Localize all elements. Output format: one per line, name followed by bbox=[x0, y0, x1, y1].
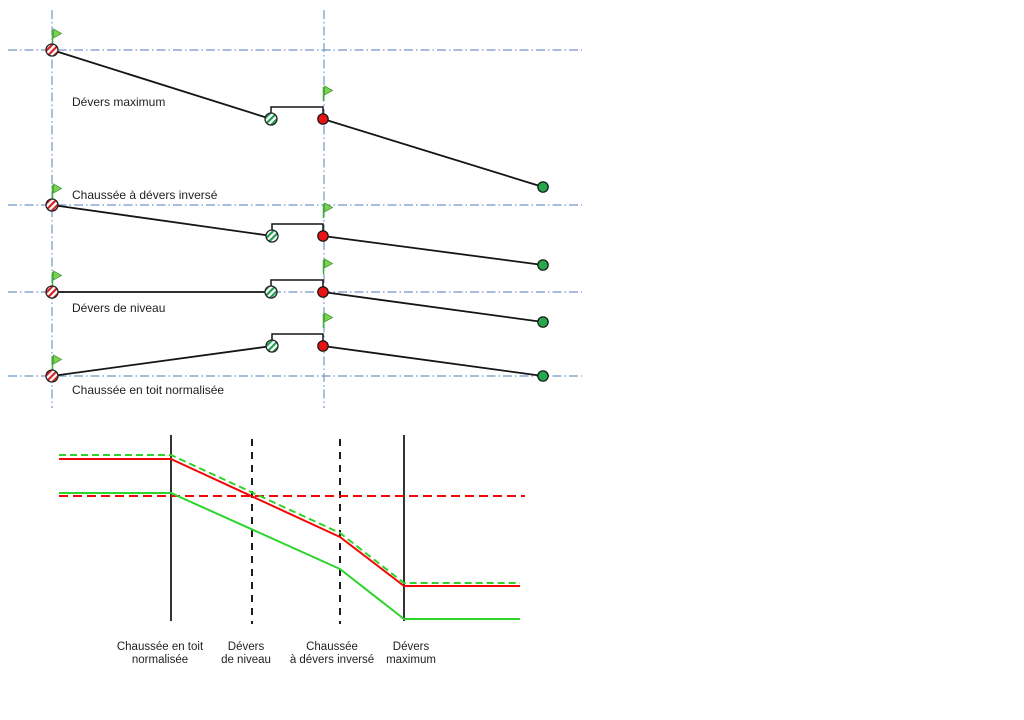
chart-stage-label-4-line-1: Dévers bbox=[393, 641, 430, 653]
chart-series-right-edge bbox=[59, 492, 520, 620]
diagram-3-flag-axis-icon bbox=[322, 258, 334, 274]
diagram-2-flag-left-icon bbox=[51, 183, 63, 199]
diagram-1-median-marker bbox=[264, 112, 278, 126]
diagram-1-label: Dévers maximum bbox=[72, 95, 165, 109]
diagram-4-surface-left bbox=[51, 345, 273, 377]
diagram-3-median-marker bbox=[264, 285, 278, 299]
chart-series-left-edge-projected bbox=[59, 454, 520, 584]
diagram-4-surface-right bbox=[322, 345, 544, 377]
diagram-2-median-marker bbox=[265, 229, 279, 243]
diagram-1-axis-marker bbox=[317, 113, 329, 125]
chart-stage-label-4-line-2: maximum bbox=[386, 654, 436, 666]
diagram-3-median-bracket bbox=[270, 279, 324, 287]
diagram-2-right-edge-marker bbox=[537, 259, 549, 271]
diagram-4-flag-axis-icon bbox=[322, 312, 334, 328]
chart-stage-label-1-line-1: Chaussée en toit bbox=[117, 641, 204, 653]
diagram-1-flag-axis-icon bbox=[322, 85, 334, 101]
chart-stage-label-2-line-2: de niveau bbox=[221, 654, 271, 666]
diagram-3-right-edge-marker bbox=[537, 316, 549, 328]
diagram-2-flag-axis-icon bbox=[322, 202, 334, 218]
diagram-4-right-edge-marker bbox=[537, 370, 549, 382]
chart-stage-label-3-line-1: Chaussée bbox=[306, 641, 358, 653]
diagram-1-right-edge-marker bbox=[537, 181, 549, 193]
diagram-1-flag-left-icon bbox=[51, 28, 63, 44]
diagram-1-surface-right bbox=[322, 118, 544, 188]
diagram-3-flag-left-icon bbox=[51, 270, 63, 286]
diagram-3-label: Dévers de niveau bbox=[72, 301, 165, 315]
diagram-1-left-edge-marker bbox=[45, 43, 59, 57]
diagram-4-flag-left-icon-pennant bbox=[53, 354, 63, 365]
diagram-4-median-marker bbox=[265, 339, 279, 353]
diagram-2-flag-axis-icon-pennant bbox=[324, 202, 334, 213]
diagram-1-surface-left bbox=[51, 49, 272, 120]
diagram-2-left-edge-marker bbox=[45, 198, 59, 212]
chart-stage-label-1-line-2: normalisée bbox=[132, 654, 188, 666]
diagram-4-flag-axis-icon-pennant bbox=[324, 312, 334, 323]
diagram-4-flag-left-icon bbox=[51, 354, 63, 370]
chart-stage-label-3-line-2: à dévers inversé bbox=[290, 654, 374, 666]
chart-series-left-edge bbox=[59, 458, 520, 587]
diagram-2-surface-left bbox=[51, 204, 273, 237]
diagram-4-median-bracket bbox=[271, 333, 324, 341]
diagram-4-axis-marker bbox=[317, 340, 329, 352]
diagram-4-label: Chaussée en toit normalisée bbox=[72, 383, 224, 397]
diagram-3-axis-marker bbox=[317, 286, 329, 298]
diagram-2-axis-marker bbox=[317, 230, 329, 242]
diagram-3-flag-left-icon-pennant bbox=[53, 270, 63, 281]
chart-stage-label-2-line-1: Dévers bbox=[228, 641, 265, 653]
diagram-3-left-edge-marker bbox=[45, 285, 59, 299]
diagram-2-flag-left-icon-pennant bbox=[53, 183, 63, 194]
diagram-1-flag-axis-icon-pennant bbox=[324, 85, 334, 96]
diagram-2-surface-right bbox=[322, 235, 544, 266]
diagram-1-median-bracket bbox=[270, 106, 324, 114]
diagram-1-flag-left-icon-pennant bbox=[53, 28, 63, 39]
diagram-4-left-edge-marker bbox=[45, 369, 59, 383]
diagram-3-surface-right bbox=[322, 291, 544, 323]
diagram-2-label: Chaussée à dévers inversé bbox=[72, 188, 218, 202]
diagram-2-median-bracket bbox=[271, 223, 324, 231]
diagram-3-flag-axis-icon-pennant bbox=[324, 258, 334, 269]
